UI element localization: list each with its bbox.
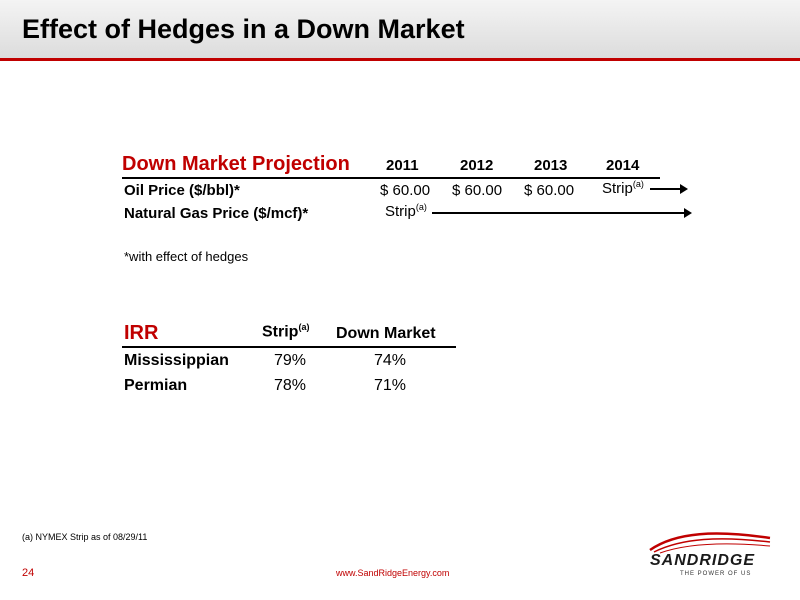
irr-col-strip: Strip(a) bbox=[262, 322, 310, 341]
irr-row-label: Permian bbox=[124, 377, 188, 394]
footnote: (a) NYMEX Strip as of 08/29/11 bbox=[22, 532, 148, 542]
oil-arrow-icon bbox=[650, 184, 688, 194]
projection-heading: Down Market Projection bbox=[122, 153, 350, 175]
oil-2012-value: $ 60.00 bbox=[452, 182, 503, 199]
logo-tagline: THE POWER OF US bbox=[680, 571, 752, 577]
year-2013: 2013 bbox=[534, 157, 568, 174]
year-2012: 2012 bbox=[460, 157, 494, 174]
sandridge-logo: SANDRIDGE THE POWER OF US bbox=[646, 528, 774, 582]
irr-row-down: 71% bbox=[374, 377, 407, 394]
oil-2011-value: $ 60.00 bbox=[380, 182, 431, 199]
irr-header-rule bbox=[122, 346, 456, 348]
gas-strip: Strip(a) bbox=[385, 202, 427, 220]
page-title: Effect of Hedges in a Down Market bbox=[22, 14, 465, 44]
irr-row-down: 74% bbox=[374, 352, 407, 369]
projection-header-rule bbox=[122, 177, 660, 179]
oil-2014-strip: Strip(a) bbox=[602, 179, 644, 197]
logo-name: SANDRIDGE bbox=[650, 552, 756, 569]
oil-price-label: Oil Price ($/bbl)* bbox=[124, 182, 240, 199]
hedge-note: *with effect of hedges bbox=[124, 249, 249, 264]
page-number: 24 bbox=[22, 567, 35, 579]
title-bar: Effect of Hedges in a Down Market bbox=[0, 0, 800, 58]
year-2014: 2014 bbox=[606, 157, 640, 174]
title-rule bbox=[0, 58, 800, 61]
oil-2013-value: $ 60.00 bbox=[524, 182, 575, 199]
gas-price-label: Natural Gas Price ($/mcf)* bbox=[124, 205, 309, 222]
irr-row-strip: 79% bbox=[274, 352, 307, 369]
irr-row-label: Mississippian bbox=[124, 352, 229, 369]
irr-row-strip: 78% bbox=[274, 377, 307, 394]
irr-col-down-market: Down Market bbox=[336, 325, 436, 342]
gas-arrow-icon bbox=[432, 208, 692, 218]
year-2011: 2011 bbox=[386, 157, 419, 174]
logo-swoosh-icon bbox=[649, 532, 771, 554]
irr-heading: IRR bbox=[124, 322, 159, 344]
website-link[interactable]: www.SandRidgeEnergy.com bbox=[336, 568, 450, 578]
